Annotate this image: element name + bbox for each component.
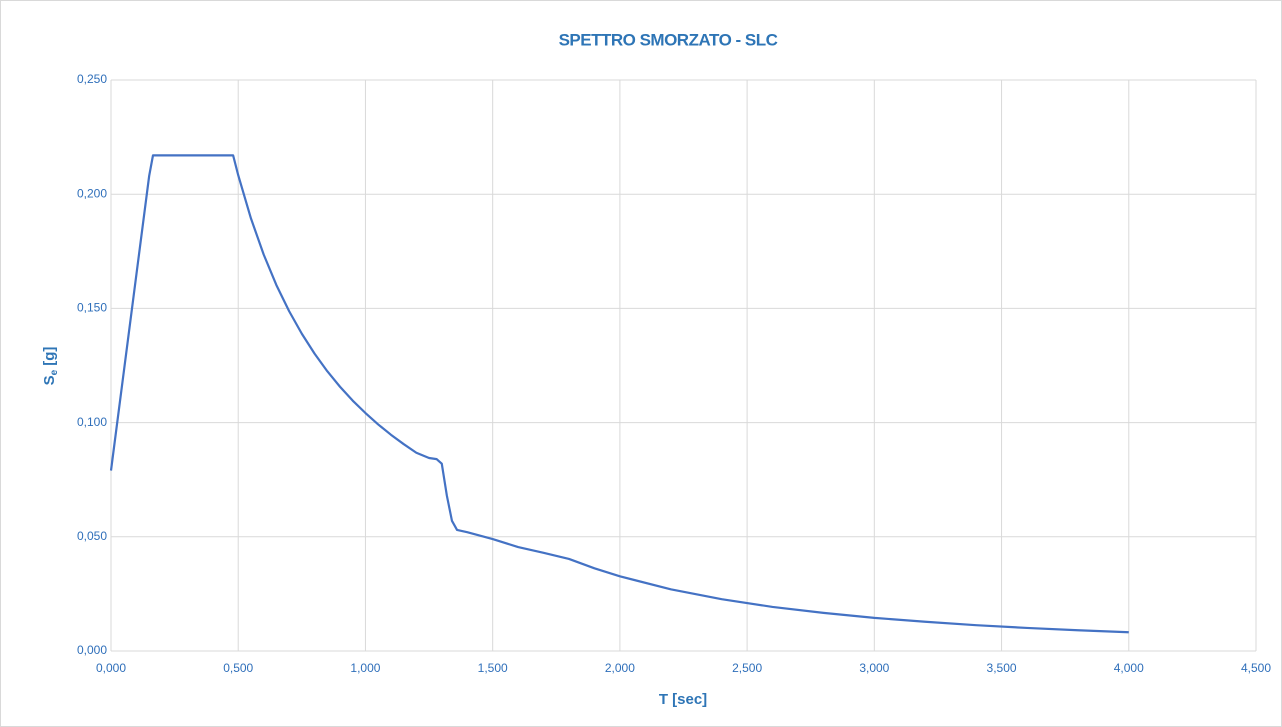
chart-title: SPETTRO SMORZATO - SLC xyxy=(559,30,778,49)
x-axis-label: T [sec] xyxy=(659,691,707,708)
y-axis-label: Se [g] xyxy=(41,347,60,386)
x-tick-label: 3,500 xyxy=(987,661,1017,675)
y-label-main: S xyxy=(41,375,58,385)
y-label-unit: [g] xyxy=(41,347,58,366)
y-label-sub: e xyxy=(49,369,60,375)
y-tick-label: 0,050 xyxy=(77,529,107,543)
x-tick-label: 1,000 xyxy=(350,661,380,675)
data-line xyxy=(109,154,1129,634)
x-tick-label: 0,000 xyxy=(96,661,126,675)
x-tick-label: 3,000 xyxy=(859,661,889,675)
y-tick-label: 0,150 xyxy=(77,301,107,315)
y-tick-label: 0,100 xyxy=(77,415,107,429)
x-tick-label: 4,000 xyxy=(1114,661,1144,675)
y-tick-label: 0,000 xyxy=(77,643,107,657)
y-tick-label: 0,250 xyxy=(77,72,107,86)
x-tick-label: 1,500 xyxy=(478,661,508,675)
x-tick-label: 2,500 xyxy=(732,661,762,675)
y-tick-label: 0,200 xyxy=(77,186,107,200)
x-tick-label: 0,500 xyxy=(223,661,253,675)
x-tick-label: 4,500 xyxy=(1241,661,1271,675)
x-tick-label: 2,000 xyxy=(605,661,635,675)
